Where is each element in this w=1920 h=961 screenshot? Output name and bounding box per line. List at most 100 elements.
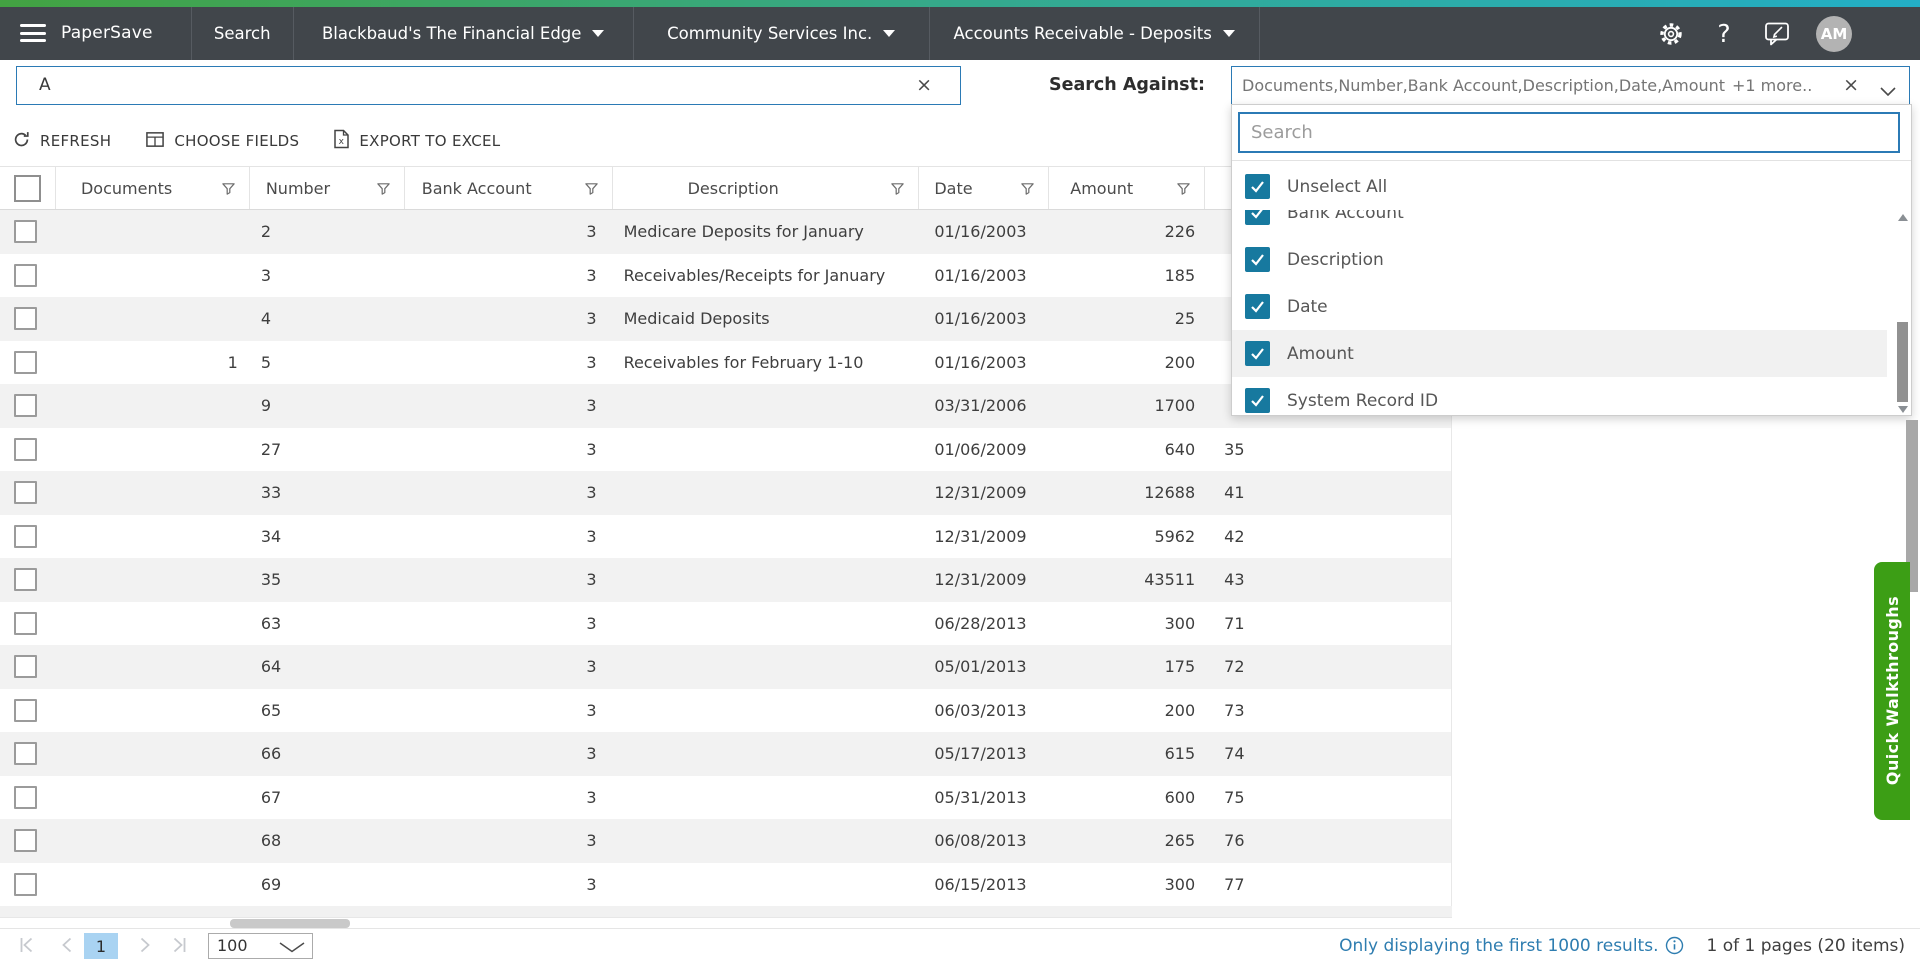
topbar-tab[interactable]: Search [190,7,294,60]
quick-walkthroughs-tab[interactable]: Quick Walkthroughs [1874,562,1910,820]
dropdown-item[interactable]: Unselect All [1232,163,1887,210]
table-row[interactable]: 34 3 12/31/2009 5962 42 [0,514,1451,558]
search-against-multiselect[interactable]: Documents,Number,Bank Account,Descriptio… [1231,66,1910,105]
row-checkbox[interactable] [14,220,37,244]
next-page-button[interactable] [133,933,157,957]
table-row[interactable]: 67 3 05/31/2013 600 75 [0,775,1451,819]
search-clear-icon[interactable]: × [916,74,932,96]
previous-page-button[interactable] [55,933,79,957]
topbar-tab[interactable]: Community Services Inc. [634,7,930,60]
row-checkbox[interactable] [14,655,37,679]
cell-description [613,384,920,428]
cell-date: 01/06/2009 [934,439,1027,459]
refresh-button[interactable]: REFRESH [12,130,111,153]
filter-funnel-icon[interactable] [1176,181,1191,200]
column-header[interactable]: Number [250,167,405,209]
scroll-down-arrow-icon[interactable] [1898,406,1908,413]
row-checkbox[interactable] [14,568,37,592]
first-page-button[interactable] [14,933,38,957]
multiselect-clear-icon[interactable]: × [1843,74,1859,96]
checked-checkbox-icon[interactable] [1245,341,1270,366]
row-checkbox[interactable] [14,829,37,853]
export-to-excel-button[interactable]: x EXPORT TO EXCEL [333,129,500,153]
last-page-button[interactable] [168,933,192,957]
dropdown-item[interactable]: Date [1232,283,1887,330]
checked-checkbox-icon[interactable] [1245,388,1270,413]
table-row[interactable]: 2 3 Medicare Deposits for January 01/16/… [0,210,1451,254]
row-checkbox[interactable] [14,872,37,896]
column-header[interactable]: Date [919,167,1050,209]
table-row[interactable]: 33 3 12/31/2009 12688 41 [0,471,1451,515]
cell-amount: 200 [1164,352,1196,372]
filter-funnel-icon[interactable] [1020,181,1035,200]
select-all-checkbox[interactable] [14,174,41,202]
dropdown-item[interactable]: Bank Account [1232,210,1887,236]
table-row[interactable]: 1 5 3 Receivables for February 1-10 01/1… [0,340,1451,384]
table-row[interactable]: 35 3 12/31/2009 43511 43 [0,558,1451,602]
user-avatar[interactable]: AM [1816,15,1852,52]
row-checkbox[interactable] [14,785,37,809]
select-all-cell [0,167,56,209]
row-checkbox[interactable] [14,742,37,766]
cell-date: 01/16/2003 [934,309,1027,328]
filter-funnel-icon[interactable] [890,181,905,200]
checked-checkbox-icon[interactable] [1245,247,1270,272]
table-row[interactable]: 64 3 05/01/2013 175 72 [0,645,1451,689]
table-row[interactable]: 69 3 06/15/2013 300 77 [0,862,1451,907]
row-checkbox[interactable] [14,394,37,418]
topbar-tab[interactable]: Blackbaud's The Financial Edge [294,7,634,60]
row-checkbox[interactable] [14,437,37,461]
vertical-scrollbar-thumb[interactable] [1906,420,1918,592]
column-header[interactable]: Description [613,167,920,209]
dropdown-item[interactable]: Description [1232,236,1887,283]
row-checkbox[interactable] [14,263,37,287]
row-checkbox[interactable] [14,350,37,374]
table-row[interactable]: 65 3 06/03/2013 200 73 [0,688,1451,732]
chevron-down-icon[interactable] [1880,81,1896,100]
row-checkbox[interactable] [14,307,37,331]
dropdown-item[interactable]: System Record ID [1232,377,1887,417]
cell-description [613,558,920,602]
grid-header-row: Documents Number Bank Account Descriptio… [0,166,1451,210]
feedback-note-icon[interactable] [1763,20,1791,48]
dropdown-scrollbar-thumb[interactable] [1897,322,1908,402]
table-row[interactable]: 3 3 Receivables/Receipts for January 01/… [0,253,1451,297]
dropdown-search-input[interactable] [1240,114,1898,151]
table-row[interactable]: 66 3 05/17/2013 615 74 [0,732,1451,776]
results-limit-notice: Only displaying the first 1000 results. [1339,936,1684,956]
settings-gear-icon[interactable] [1657,20,1685,48]
dropdown-item[interactable]: Amount [1232,330,1887,377]
checked-checkbox-icon[interactable] [1245,174,1270,199]
table-row[interactable]: 27 3 01/06/2009 640 35 [0,427,1451,472]
row-checkbox[interactable] [14,698,37,722]
horizontal-scrollbar-thumb[interactable] [230,919,350,928]
table-row[interactable]: 63 3 06/28/2013 300 71 [0,601,1451,645]
column-header[interactable]: Documents [56,167,250,209]
table-row[interactable]: 4 3 Medicaid Deposits 01/16/2003 25 [0,297,1451,341]
row-checkbox[interactable] [14,524,37,548]
checked-checkbox-icon[interactable] [1245,294,1270,319]
filter-funnel-icon[interactable] [584,181,599,200]
dropdown-scrollbar[interactable] [1896,214,1909,413]
help-icon[interactable]: ? [1717,19,1731,48]
topbar-tab[interactable]: Accounts Receivable - Deposits [930,7,1260,60]
row-checkbox[interactable] [14,481,37,505]
cell-documents [56,863,250,907]
page-size-select[interactable]: 100 [208,933,313,959]
column-header[interactable]: Amount [1049,167,1206,209]
cell-description [613,428,920,472]
filter-funnel-icon[interactable] [376,181,391,200]
row-checkbox[interactable] [14,611,37,635]
table-row[interactable]: 9 3 03/31/2006 1700 [0,384,1451,428]
filter-funnel-icon[interactable] [221,181,236,200]
cell-description: Medicaid Deposits [623,309,770,328]
scroll-up-arrow-icon[interactable] [1898,214,1908,221]
info-icon[interactable] [1665,936,1684,955]
checked-checkbox-icon[interactable] [1245,210,1270,225]
search-input[interactable]: A × [16,66,961,105]
table-row[interactable]: 68 3 06/08/2013 265 76 [0,819,1451,863]
hamburger-menu-icon[interactable] [20,24,46,42]
choose-fields-button[interactable]: CHOOSE FIELDS [145,130,299,153]
current-page-indicator[interactable]: 1 [84,933,118,959]
column-header[interactable]: Bank Account [405,167,613,209]
